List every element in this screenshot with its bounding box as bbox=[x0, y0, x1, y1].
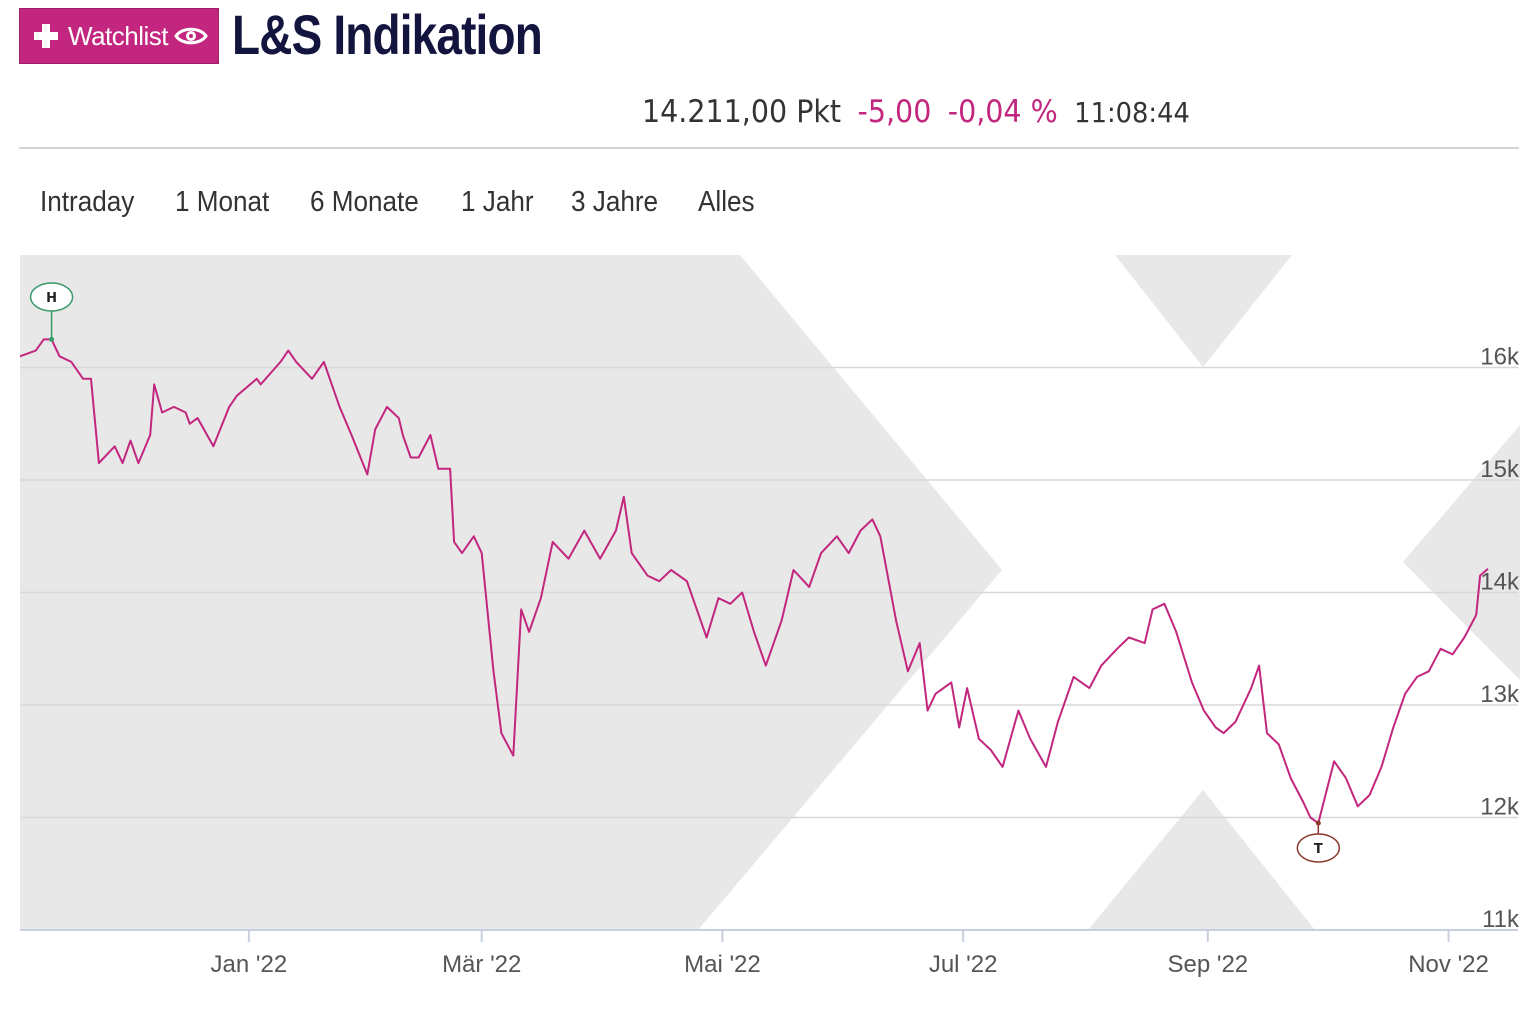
x-tick-label: Jul '22 bbox=[929, 951, 998, 978]
quote-line: 14.211,00 Pkt -5,00 -0,04 % 11:08:44 bbox=[642, 92, 1190, 132]
tab-1-monat[interactable]: 1 Monat bbox=[174, 186, 270, 218]
x-tick-label: Mai '22 bbox=[684, 951, 761, 978]
shade-triangle-bottom bbox=[1088, 790, 1315, 930]
header-divider bbox=[19, 147, 1519, 149]
eye-icon bbox=[174, 27, 208, 45]
chart-grid bbox=[20, 366, 1518, 819]
price-series-line bbox=[19, 338, 1489, 825]
quote-change-pct: -0,04 % bbox=[947, 94, 1058, 130]
high-marker-label: H bbox=[46, 291, 57, 306]
plus-icon bbox=[32, 22, 60, 50]
tab-1-jahr[interactable]: 1 Jahr bbox=[460, 186, 534, 218]
y-tick-label: 13k bbox=[1480, 681, 1520, 708]
tab-alles[interactable]: Alles bbox=[697, 186, 755, 218]
high-marker-bubble bbox=[29, 282, 74, 312]
watchlist-label: Watchlist bbox=[68, 20, 169, 51]
shade-triangle-right bbox=[1403, 425, 1520, 680]
x-tick-label: Nov '22 bbox=[1408, 951, 1489, 978]
low-marker-label: T bbox=[1314, 842, 1323, 857]
x-tick-label: Mär '22 bbox=[442, 951, 521, 978]
tab-6-monate[interactable]: 6 Monate bbox=[309, 186, 419, 218]
page-title: L&S Indikation bbox=[232, 3, 543, 66]
watchlist-button[interactable]: Watchlist bbox=[19, 8, 219, 64]
chart-markers: HT bbox=[29, 282, 1341, 863]
y-tick-label: 12k bbox=[1480, 794, 1520, 821]
low-marker-bubble bbox=[1296, 833, 1341, 863]
low-marker-dot bbox=[1315, 820, 1321, 826]
chart-axes: 11k 12k 13k 14k 15k 16k Jan '22 Mär '22 Mai '22 J… bbox=[20, 344, 1520, 978]
y-tick-label: 15k bbox=[1480, 456, 1520, 483]
shade-triangle-top bbox=[1115, 255, 1292, 367]
quote-price: 14.211,00 Pkt bbox=[642, 94, 842, 130]
y-tick-label: 16k bbox=[1480, 344, 1520, 371]
quote-change-abs: -5,00 bbox=[857, 94, 932, 130]
x-tick-label: Sep '22 bbox=[1167, 951, 1248, 978]
x-tick-label: Jan '22 bbox=[211, 951, 288, 978]
price-chart[interactable]: 11k 12k 13k 14k 15k 16k Jan '22 Mär '22 Mai '22 J… bbox=[0, 240, 1538, 1020]
tab-intraday[interactable]: Intraday bbox=[40, 186, 135, 218]
y-tick-label: 11k bbox=[1482, 906, 1520, 933]
y-tick-label: 14k bbox=[1480, 569, 1520, 596]
quote-time: 11:08:44 bbox=[1074, 96, 1190, 129]
range-tabs: Intraday 1 Monat 6 Monate 1 Jahr 3 Jahre… bbox=[40, 182, 791, 222]
header: Watchlist L&S Indikation 14.211,00 Pkt -… bbox=[0, 0, 1538, 150]
chart-series bbox=[19, 338, 1489, 825]
high-marker-dot bbox=[49, 336, 55, 342]
tab-3-jahre[interactable]: 3 Jahre bbox=[571, 186, 659, 218]
